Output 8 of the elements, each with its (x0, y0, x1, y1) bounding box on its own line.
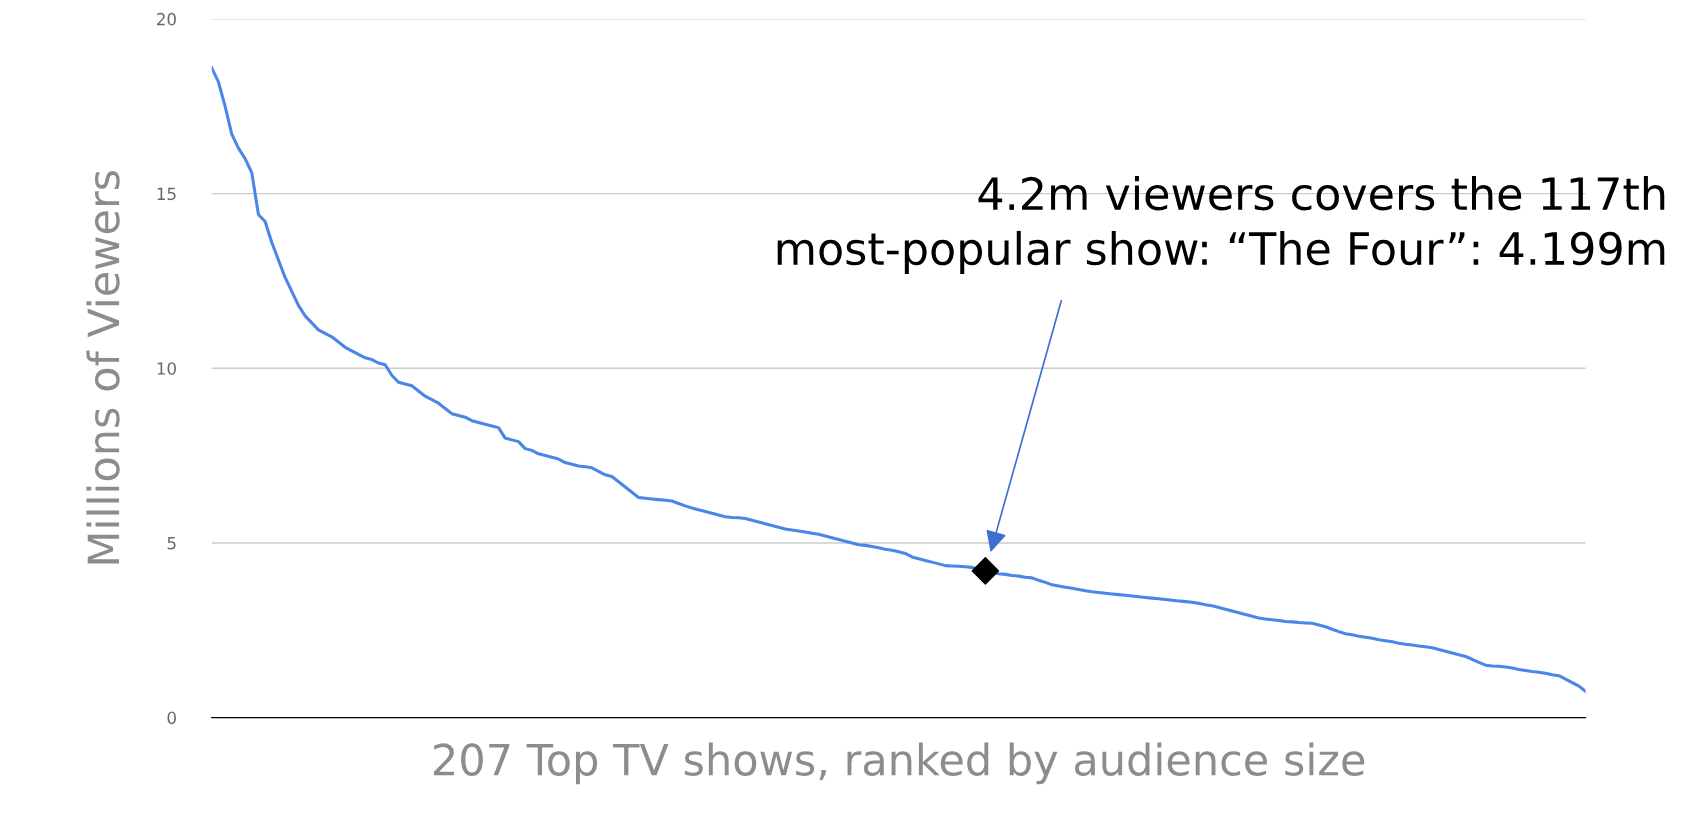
y-axis-title: Millions of Viewers (86, 171, 120, 564)
y-tick-label: 0 (167, 711, 176, 725)
annotation: 4.2m viewers covers the 117th most-popular show: “The Four”: 4.199m (777, 176, 1665, 274)
y-tick-label: 5 (167, 537, 176, 550)
y-tick-label: 10 (157, 362, 176, 375)
x-axis-title: 207 Top TV shows, ranked by audience size (434, 742, 1365, 785)
y-tick-label: 20 (157, 12, 176, 26)
y-tick-label: 15 (157, 187, 176, 201)
